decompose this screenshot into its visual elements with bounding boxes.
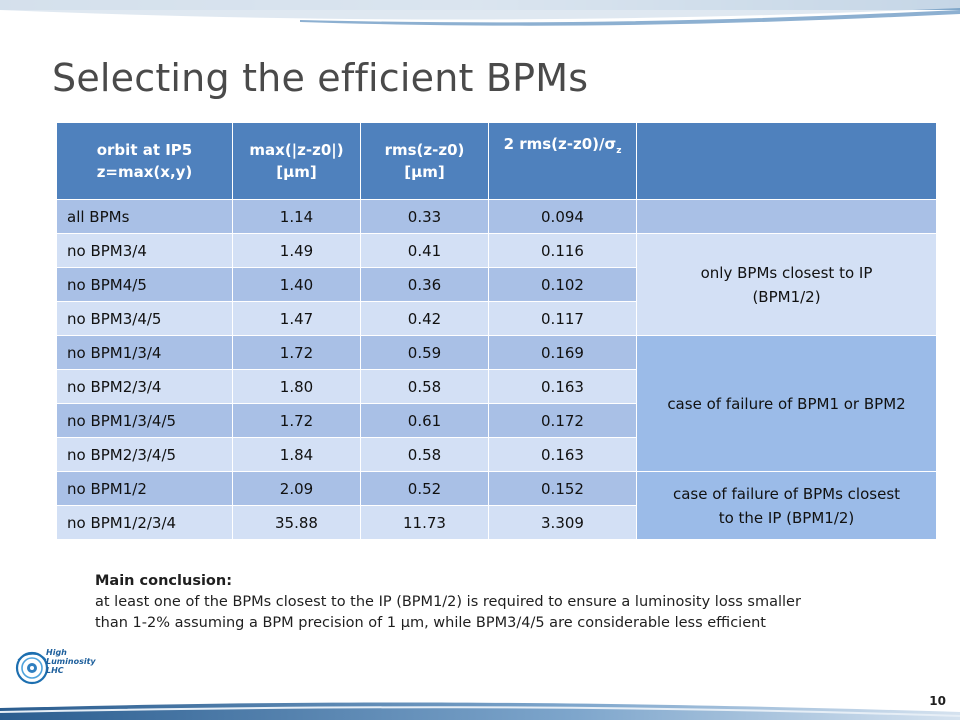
empty-note-cell	[636, 199, 937, 234]
ratio-value: 0.152	[488, 471, 637, 506]
bpm-table: orbit at IP5 z=max(x,y) max(|z-z0|) [µm]…	[56, 122, 937, 540]
max-value: 35.88	[232, 505, 361, 540]
header-rms-line1: rms(z-z0)	[384, 141, 465, 159]
max-value: 1.72	[232, 403, 361, 438]
row-label: no BPM3/4	[56, 233, 233, 268]
note-closest-bpms-failure: case of failure of BPMs closest to the I…	[636, 471, 937, 540]
main-conclusion: Main conclusion: at least one of the BPM…	[95, 571, 925, 634]
max-value: 1.72	[232, 335, 361, 370]
row-label: no BPM1/3/4	[56, 335, 233, 370]
header-rms-ratio-text: 2 rms(z-z0)/σ	[503, 135, 617, 153]
header-rms: rms(z-z0) [µm]	[360, 122, 489, 200]
rms-value: 11.73	[360, 505, 489, 540]
ratio-value: 0.169	[488, 335, 637, 370]
row-label: no BPM1/3/4/5	[56, 403, 233, 438]
conclusion-line: at least one of the BPMs closest to the …	[95, 594, 801, 610]
max-value: 1.14	[232, 199, 361, 234]
bottom-decorative-band	[0, 702, 960, 720]
ratio-value: 0.117	[488, 301, 637, 336]
logo-line: Luminosity	[46, 657, 96, 666]
table-row: no BPM1/3/4 1.72 0.59 0.169 case of fail…	[56, 335, 937, 472]
max-value: 1.40	[232, 267, 361, 302]
table-row: no BPM1/2 2.09 0.52 0.152 case of failur…	[56, 471, 937, 540]
logo-line: LHC	[46, 666, 64, 675]
note-line: to the IP (BPM1/2)	[718, 508, 855, 527]
header-max-line1: max(|z-z0|)	[249, 141, 344, 159]
max-value: 1.49	[232, 233, 361, 268]
row-label: no BPM4/5	[56, 267, 233, 302]
rms-value: 0.61	[360, 403, 489, 438]
row-label: no BPM2/3/4/5	[56, 437, 233, 472]
ratio-value: 0.163	[488, 369, 637, 404]
row-label: no BPM1/2	[56, 471, 233, 506]
header-max: max(|z-z0|) [µm]	[232, 122, 361, 200]
ratio-value: 0.102	[488, 267, 637, 302]
top-decorative-band	[0, 0, 960, 26]
conclusion-heading: Main conclusion:	[95, 573, 233, 589]
table-row: no BPM3/4 1.49 0.41 0.116 only BPMs clos…	[56, 233, 937, 336]
table-row: no BPM4/5 1.40 0.36 0.102	[56, 267, 937, 302]
header-rms-ratio: 2 rms(z-z0)/σz	[488, 122, 637, 200]
rms-value: 0.52	[360, 471, 489, 506]
max-value: 1.47	[232, 301, 361, 336]
note-bpm1-or-bpm2-failure: case of failure of BPM1 or BPM2	[636, 335, 937, 472]
header-orbit-line1: orbit at IP5	[96, 141, 193, 159]
note-line: case of failure of BPM1 or BPM2	[667, 394, 906, 413]
ratio-value: 3.309	[488, 505, 637, 540]
page-number: 10	[929, 694, 946, 708]
row-label: no BPM3/4/5	[56, 301, 233, 336]
hl-lhc-logo-icon	[15, 651, 49, 685]
rms-value: 0.36	[360, 267, 489, 302]
ratio-value: 0.172	[488, 403, 637, 438]
header-rms-line2: [µm]	[404, 163, 445, 181]
note-line: (BPM1/2)	[752, 287, 821, 306]
table-row: no BPM3/4/5 1.47 0.42 0.117	[56, 301, 937, 336]
conclusion-line: than 1-2% assuming a BPM precision of 1 …	[95, 615, 766, 631]
note-closest-bpms: only BPMs closest to IP (BPM1/2)	[636, 233, 937, 336]
ratio-value: 0.116	[488, 233, 637, 268]
row-label: no BPM1/2/3/4	[56, 505, 233, 540]
logo-text: High Luminosity LHC	[46, 648, 96, 675]
row-label: no BPM2/3/4	[56, 369, 233, 404]
row-label: all BPMs	[56, 199, 233, 234]
table-header-row: orbit at IP5 z=max(x,y) max(|z-z0|) [µm]…	[56, 122, 937, 200]
rms-value: 0.33	[360, 199, 489, 234]
table-row: no BPM1/2/3/4 35.88 11.73 3.309	[56, 505, 937, 540]
rms-value: 0.58	[360, 437, 489, 472]
table-row: all BPMs 1.14 0.33 0.094	[56, 199, 937, 234]
note-line: case of failure of BPMs closest	[672, 484, 901, 503]
table-row: no BPM2/3/4/5 1.84 0.58 0.163	[56, 437, 937, 472]
header-max-line2: [µm]	[276, 163, 317, 181]
table-row: no BPM1/3/4/5 1.72 0.61 0.172	[56, 403, 937, 438]
ratio-value: 0.163	[488, 437, 637, 472]
header-rms-ratio-sub: z	[616, 146, 622, 156]
max-value: 2.09	[232, 471, 361, 506]
rms-value: 0.41	[360, 233, 489, 268]
header-orbit-line2: z=max(x,y)	[96, 163, 193, 181]
max-value: 1.84	[232, 437, 361, 472]
slide-title: Selecting the efficient BPMs	[52, 56, 589, 100]
note-line: only BPMs closest to IP	[700, 263, 873, 282]
max-value: 1.80	[232, 369, 361, 404]
rms-value: 0.59	[360, 335, 489, 370]
header-orbit: orbit at IP5 z=max(x,y)	[56, 122, 233, 200]
rms-value: 0.42	[360, 301, 489, 336]
logo-line: High	[46, 648, 67, 657]
ratio-value: 0.094	[488, 199, 637, 234]
rms-value: 0.58	[360, 369, 489, 404]
header-notes	[636, 122, 937, 200]
